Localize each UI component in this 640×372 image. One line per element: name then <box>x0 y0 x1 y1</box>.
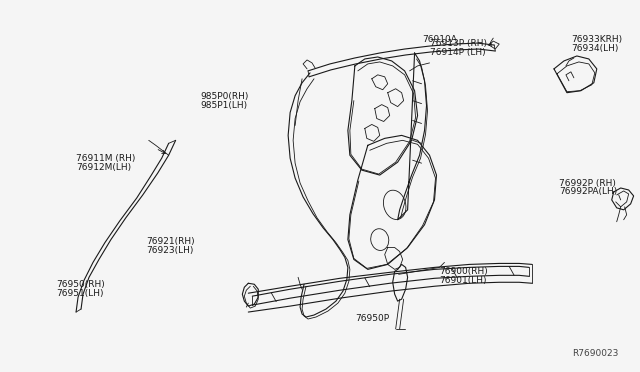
Text: 76992PA(LH): 76992PA(LH) <box>559 187 617 196</box>
Text: 76910A: 76910A <box>422 35 458 44</box>
Text: 76950(RH): 76950(RH) <box>56 280 105 289</box>
Text: 76911M (RH): 76911M (RH) <box>76 154 136 163</box>
Text: 985P0(RH): 985P0(RH) <box>200 92 249 101</box>
Text: 76921(RH): 76921(RH) <box>146 237 195 246</box>
Text: 985P1(LH): 985P1(LH) <box>200 101 248 110</box>
Text: 76923(LH): 76923(LH) <box>146 246 193 255</box>
Text: 76950P: 76950P <box>355 314 389 323</box>
Text: 76901(LH): 76901(LH) <box>440 276 487 285</box>
Text: 76934(LH): 76934(LH) <box>571 44 618 52</box>
Text: 76900(RH): 76900(RH) <box>440 267 488 276</box>
Text: 76914P (LH): 76914P (LH) <box>429 48 485 57</box>
Text: 76933KRH): 76933KRH) <box>571 35 622 44</box>
Text: R7690023: R7690023 <box>572 349 619 358</box>
Text: 76951(LH): 76951(LH) <box>56 289 104 298</box>
Text: 76992P (RH): 76992P (RH) <box>559 179 616 187</box>
Text: 76912M(LH): 76912M(LH) <box>76 163 131 171</box>
Text: 76913P (RH): 76913P (RH) <box>429 39 486 48</box>
